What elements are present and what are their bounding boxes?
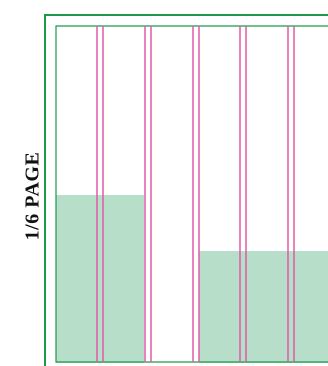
column-gutter-4	[239, 26, 247, 362]
column-gutter-5	[287, 26, 295, 362]
ad-block-left	[56, 195, 144, 363]
ad-block-right	[199, 251, 328, 363]
column-gutter-1	[96, 26, 104, 362]
column-gutter-2	[144, 26, 152, 362]
inner-frame	[55, 25, 328, 363]
column-gutter-3	[192, 26, 200, 362]
outer-frame	[44, 14, 328, 366]
